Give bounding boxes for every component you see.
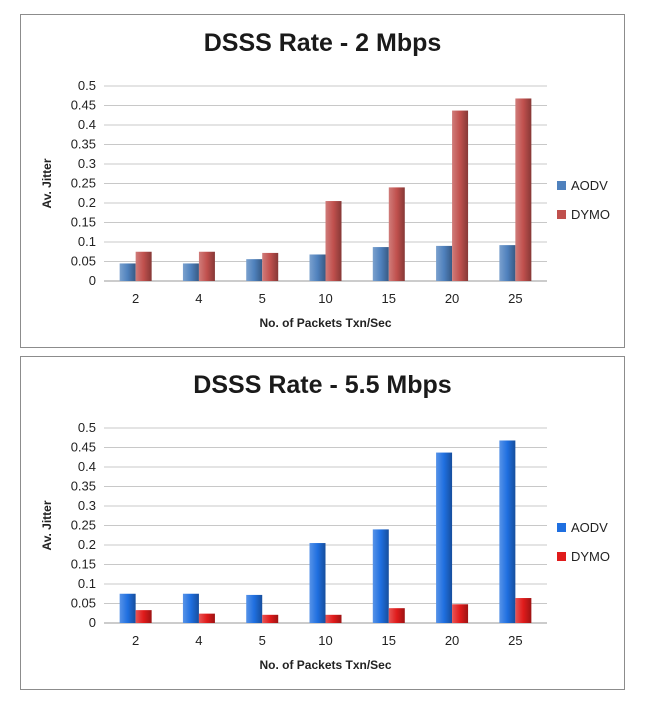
bar-dymo-2 bbox=[135, 610, 152, 623]
bar-aodv-15 bbox=[372, 247, 389, 281]
x-tick-label: 25 bbox=[508, 291, 522, 306]
x-tick-label: 4 bbox=[195, 633, 202, 648]
legend-label-aodv: AODV bbox=[571, 520, 608, 535]
y-tick-label: 0.25 bbox=[71, 176, 96, 191]
bar-dymo-5 bbox=[262, 252, 279, 281]
y-tick-label: 0.35 bbox=[71, 479, 96, 494]
y-tick-label: 0.15 bbox=[71, 557, 96, 572]
y-tick-label: 0.05 bbox=[71, 596, 96, 611]
bar-aodv-2 bbox=[119, 593, 136, 623]
y-tick-label: 0.3 bbox=[78, 156, 96, 171]
legend-swatch-dymo bbox=[557, 210, 566, 219]
x-tick-label: 15 bbox=[382, 633, 396, 648]
bar-aodv-4 bbox=[182, 263, 199, 281]
y-tick-label: 0.4 bbox=[78, 459, 96, 474]
y-tick-label: 0.05 bbox=[71, 254, 96, 269]
legend-label-dymo: DYMO bbox=[571, 207, 610, 222]
chart-title: DSSS Rate - 5.5 Mbps bbox=[193, 371, 452, 399]
x-axis-title: No. of Packets Txn/Sec bbox=[259, 658, 391, 672]
x-tick-label: 5 bbox=[259, 291, 266, 306]
legend-swatch-aodv bbox=[557, 523, 566, 532]
bar-dymo-10 bbox=[325, 614, 342, 623]
y-tick-label: 0.5 bbox=[78, 78, 96, 93]
bar-aodv-10 bbox=[309, 543, 326, 623]
bar-aodv-20 bbox=[436, 245, 453, 281]
legend-swatch-aodv bbox=[557, 181, 566, 190]
bar-aodv-10 bbox=[309, 254, 326, 281]
bar-chart-5-5mbps: 0 0.05 0.1 0.15 0.2 0.25 0.3 0.35 0.4 0.45 0.5 2 4 5 1… bbox=[40, 420, 610, 672]
y-tick-label: 0.25 bbox=[71, 518, 96, 533]
y-tick-label: 0.5 bbox=[78, 420, 96, 435]
x-tick-label: 10 bbox=[318, 291, 332, 306]
bar-aodv-15 bbox=[372, 529, 389, 623]
legend-label-aodv: AODV bbox=[571, 178, 608, 193]
bar-dymo-20 bbox=[452, 110, 469, 281]
bar-aodv-20 bbox=[436, 452, 453, 623]
bar-dymo-20 bbox=[452, 604, 469, 623]
bar-aodv-5 bbox=[246, 259, 263, 281]
x-tick-label: 20 bbox=[445, 633, 459, 648]
y-axis-title: Av. Jitter bbox=[40, 158, 54, 208]
x-tick-label: 15 bbox=[382, 291, 396, 306]
bar-dymo-10 bbox=[325, 201, 342, 281]
x-tick-label: 20 bbox=[445, 291, 459, 306]
y-tick-label: 0.45 bbox=[71, 98, 96, 113]
y-tick-label: 0.45 bbox=[71, 440, 96, 455]
bar-aodv-25 bbox=[499, 440, 516, 623]
bar-dymo-4 bbox=[198, 251, 215, 281]
x-tick-label: 5 bbox=[259, 633, 266, 648]
x-tick-label: 2 bbox=[132, 633, 139, 648]
bar-dymo-25 bbox=[515, 598, 532, 623]
y-tick-label: 0.1 bbox=[78, 576, 96, 591]
bar-dymo-4 bbox=[198, 613, 215, 623]
x-tick-label: 4 bbox=[195, 291, 202, 306]
y-tick-label: 0.15 bbox=[71, 215, 96, 230]
bar-dymo-25 bbox=[515, 98, 532, 281]
y-axis-title: Av. Jitter bbox=[40, 500, 54, 550]
bar-dymo-15 bbox=[388, 187, 405, 281]
y-tick-label: 0.2 bbox=[78, 195, 96, 210]
bar-dymo-2 bbox=[135, 251, 152, 281]
bar-aodv-25 bbox=[499, 245, 516, 281]
y-tick-label: 0.35 bbox=[71, 137, 96, 152]
x-axis-title: No. of Packets Txn/Sec bbox=[259, 316, 391, 330]
bar-dymo-15 bbox=[388, 608, 405, 623]
y-tick-label: 0 bbox=[89, 615, 96, 630]
y-tick-label: 0.2 bbox=[78, 537, 96, 552]
legend-label-dymo: DYMO bbox=[571, 549, 610, 564]
legend-swatch-dymo bbox=[557, 552, 566, 561]
y-tick-label: 0.1 bbox=[78, 234, 96, 249]
x-tick-label: 10 bbox=[318, 633, 332, 648]
bar-dymo-5 bbox=[262, 614, 279, 623]
y-tick-label: 0.4 bbox=[78, 117, 96, 132]
chart-title: DSSS Rate - 2 Mbps bbox=[203, 29, 442, 57]
chart-panel-5-5mbps: DSSS Rate - 5.5 Mbps 0 0.05 0.1 0.15 0.2 0.25… bbox=[20, 356, 625, 690]
bar-chart-2mbps: 0 0.05 0.1 0.15 0.2 0.25 0.3 0.35 0.4 0.45 0.5 2 4 5 1… bbox=[40, 78, 610, 330]
y-tick-label: 0.3 bbox=[78, 498, 96, 513]
bar-aodv-5 bbox=[246, 594, 263, 623]
bar-aodv-2 bbox=[119, 263, 136, 281]
bar-aodv-4 bbox=[182, 593, 199, 623]
x-tick-label: 25 bbox=[508, 633, 522, 648]
chart-panel-2mbps: DSSS Rate - 2 Mbps 0 0.05 0.1 0.15 0.2 0.25 0.… bbox=[20, 14, 625, 348]
x-tick-label: 2 bbox=[132, 291, 139, 306]
y-tick-label: 0 bbox=[89, 273, 96, 288]
